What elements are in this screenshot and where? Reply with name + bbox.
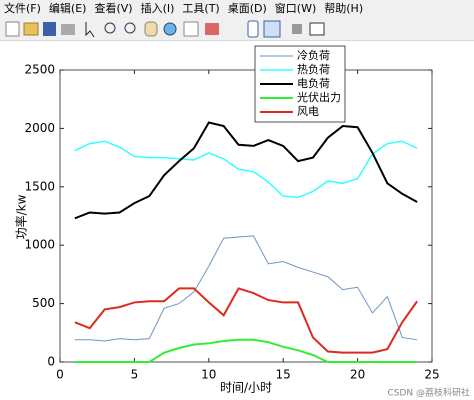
x-tick-label: 15: [276, 368, 291, 382]
x-tick-label: 5: [131, 368, 139, 382]
y-tick-label: 2000: [24, 121, 55, 135]
menu-bar: 文件(F) 编辑(E) 查看(V) 插入(I) 工具(T) 桌面(D) 窗口(W) 帮助(H): [0, 0, 474, 18]
menu-item[interactable]: 窗口(W): [274, 2, 317, 15]
x-tick-label: 0: [56, 368, 64, 382]
tool-open[interactable]: [23, 22, 39, 36]
series-line: [74, 338, 418, 363]
x-tick-label: 25: [424, 368, 439, 382]
legend-label: 冷负荷: [297, 48, 330, 62]
tool-brush[interactable]: [205, 23, 219, 35]
menu-item[interactable]: 文件(F): [4, 2, 41, 15]
x-tick-label: 10: [201, 368, 216, 382]
tool-print[interactable]: [61, 24, 75, 35]
menu-item[interactable]: 插入(I): [140, 2, 175, 15]
series-line: [74, 140, 418, 199]
y-axis-label: 功率/kw: [14, 194, 29, 239]
series-line: [74, 121, 418, 220]
legend-label: 风电: [297, 105, 319, 118]
y-tick-label: 1000: [24, 238, 55, 252]
watermark: CSDN @荔枝科研社: [387, 387, 470, 399]
tool-rotate[interactable]: [163, 22, 177, 36]
tool-legend[interactable]: [263, 20, 281, 38]
y-tick-label: 1500: [24, 179, 55, 193]
series-line: [74, 287, 418, 354]
tool-pointer[interactable]: [85, 22, 95, 38]
tool-hide[interactable]: [292, 24, 302, 34]
tool-datacursor[interactable]: [183, 21, 199, 37]
tool-zoom-out[interactable]: [124, 22, 136, 34]
x-tick-label: 20: [350, 368, 365, 382]
y-tick-label: 0: [47, 355, 55, 369]
legend-label: 电负荷: [297, 76, 330, 90]
x-axis-label: 时间/小时: [220, 381, 272, 395]
plot-area: [59, 69, 433, 363]
menu-item[interactable]: 查看(V): [94, 2, 133, 15]
menu-item[interactable]: 编辑(E): [48, 2, 87, 15]
tool-pan[interactable]: [144, 21, 158, 37]
y-tick-label: 2500: [24, 63, 55, 77]
y-tick-label: 500: [32, 296, 55, 310]
toolbar: [0, 18, 474, 41]
legend-label: 热负荷: [297, 62, 330, 76]
tool-colorbar[interactable]: [247, 20, 259, 38]
legend-label: 光伏出力: [297, 90, 341, 104]
menu-item[interactable]: 工具(T): [182, 2, 220, 15]
chart: 功率/kw 时间/小时 CSDN @荔枝科研社 0 500 1000 1500 2000…: [14, 45, 470, 399]
menu-item[interactable]: 帮助(H): [324, 2, 364, 15]
tool-zoom-in[interactable]: [104, 22, 116, 34]
tool-save[interactable]: [43, 22, 56, 36]
menu-item[interactable]: 桌面(D): [227, 2, 267, 15]
tool-dock[interactable]: [309, 22, 325, 36]
tool-new[interactable]: [5, 21, 20, 37]
series-line: [74, 235, 418, 342]
